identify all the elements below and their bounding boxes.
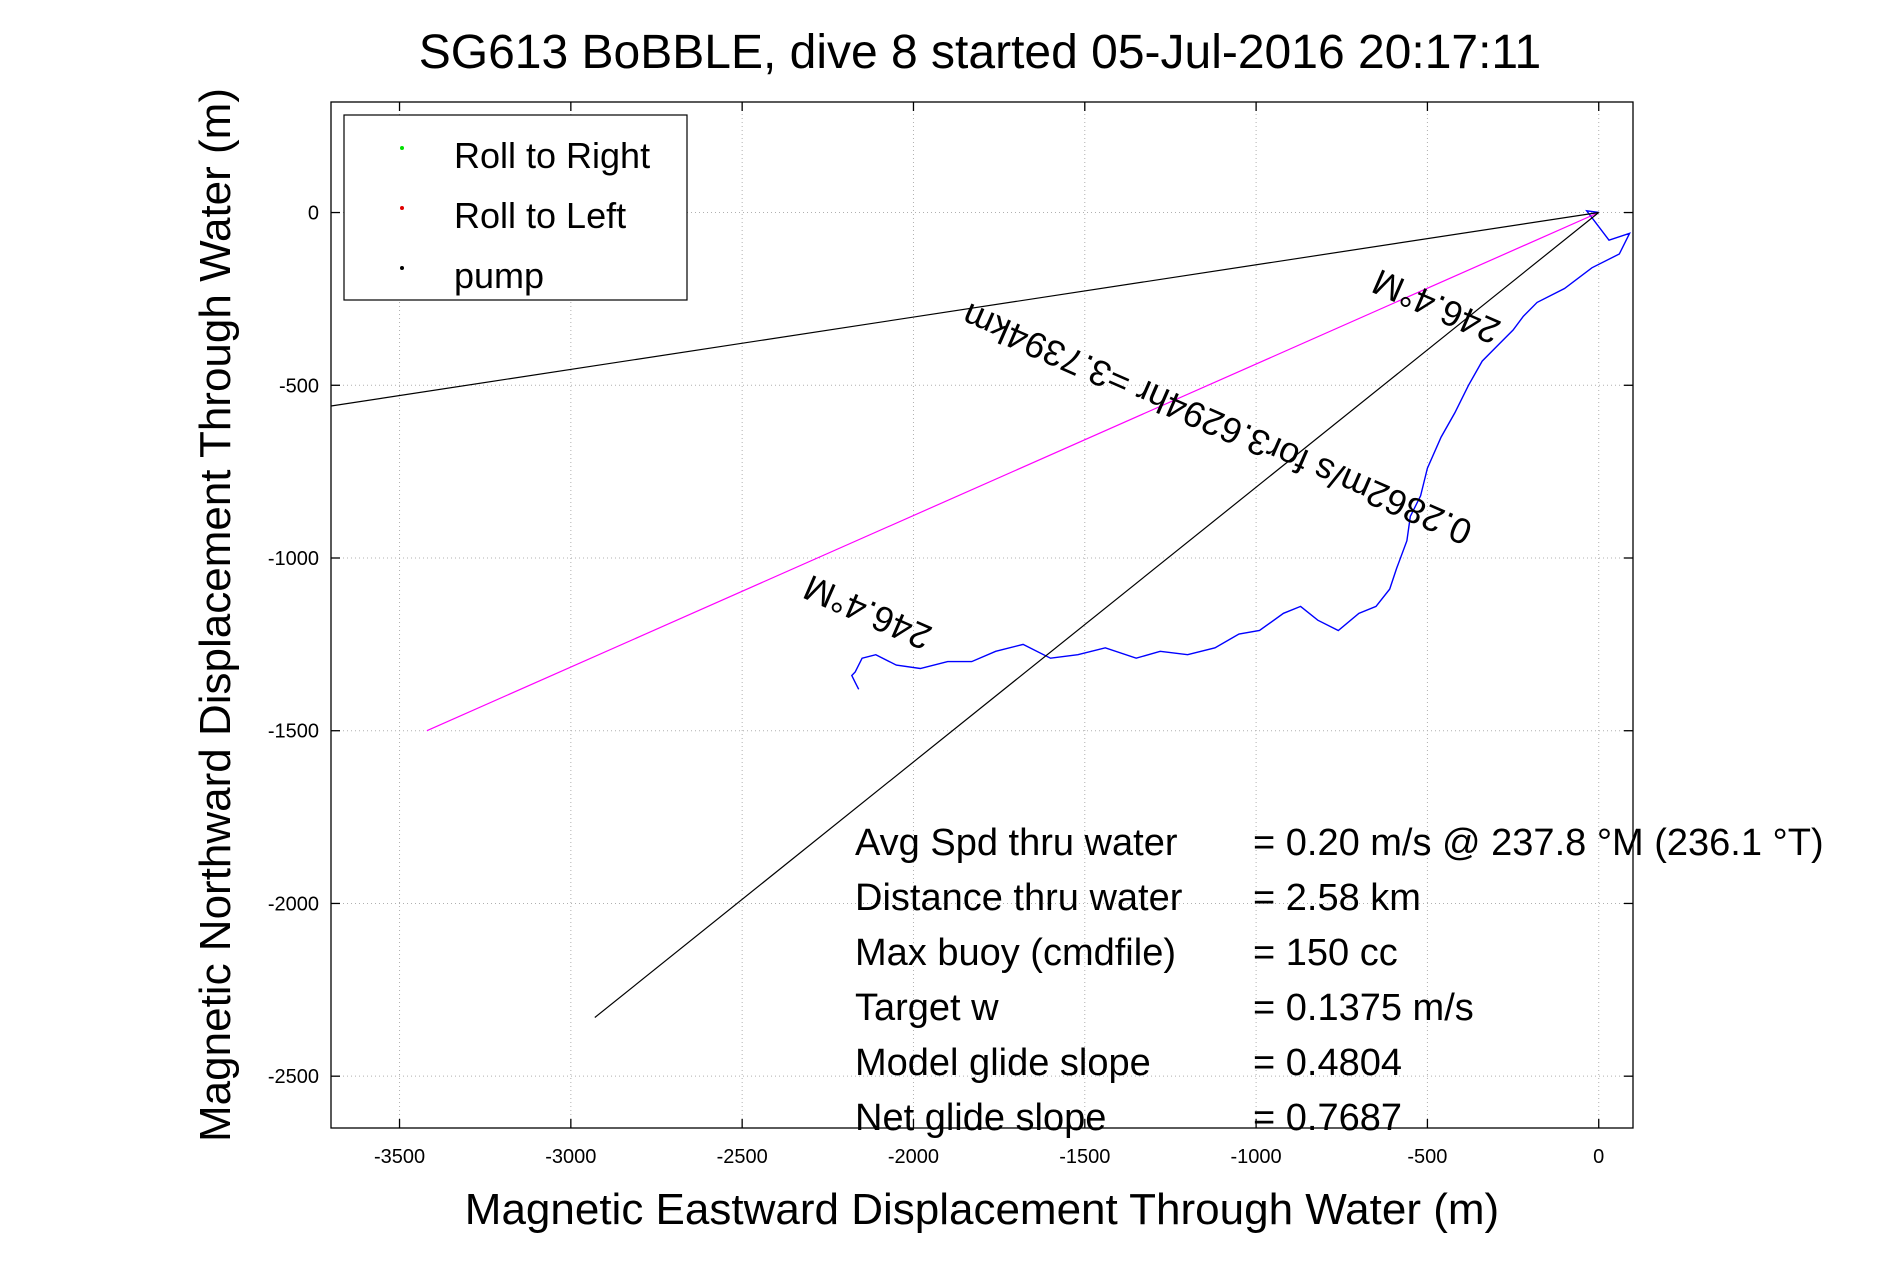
series-line <box>594 212 1600 1018</box>
stat-value: = 0.4804 <box>1253 1042 1402 1084</box>
heading-annotation: 246.4°M <box>798 567 938 658</box>
stat-value: = 2.58 km <box>1253 877 1421 919</box>
grid <box>331 102 1633 1128</box>
stat-label: Avg Spd thru water <box>855 822 1178 864</box>
stat-label: Net glide slope <box>855 1097 1106 1139</box>
y-axis-label: Magnetic Northward Displacement Through … <box>191 88 240 1142</box>
stat-label: Max buoy (cmdfile) <box>855 932 1176 974</box>
dive-stats: Avg Spd thru water = 0.20 m/s @ 237.8 °M … <box>855 822 1824 1139</box>
chart-title: SG613 BoBBLE, dive 8 started 05-Jul-2016… <box>419 26 1542 79</box>
y-tick-label: -1000 <box>268 548 319 570</box>
series-line <box>331 211 1599 407</box>
plot-frame <box>330 101 1634 1129</box>
legend-entry-label: pump <box>454 255 544 296</box>
stat-label: Distance thru water <box>855 877 1183 919</box>
x-axis-label: Magnetic Eastward Displacement Through W… <box>465 1185 1499 1234</box>
stat-value: = 0.7687 <box>1253 1097 1402 1139</box>
stat-label: Target w <box>855 987 999 1029</box>
legend-entry-label: Roll to Right <box>454 135 650 176</box>
x-tick-label: -1000 <box>1231 1146 1282 1168</box>
y-tick-label: 0 <box>308 203 319 225</box>
x-tick-label: -3000 <box>545 1146 596 1168</box>
stat-value: = 150 cc <box>1253 932 1398 974</box>
series-group <box>331 209 1631 1018</box>
x-tick-label: -2500 <box>717 1146 768 1168</box>
y-tick-label: -500 <box>279 375 319 397</box>
y-tick-label: -2000 <box>268 893 319 915</box>
x-tick-label: -3500 <box>374 1146 425 1168</box>
x-tick-label: -2000 <box>888 1146 939 1168</box>
stat-label: Model glide slope <box>855 1042 1151 1084</box>
y-tick-label: -2500 <box>268 1066 319 1088</box>
legend-marker <box>400 146 404 150</box>
legend-entry-label: Roll to Left <box>454 195 626 236</box>
legend: Roll to Right Roll to Left pump <box>343 114 688 301</box>
axis-ticks: -3500 -3000 -2500 -2000 -1500 -1000 -500 0 0 -500… <box>268 102 1633 1168</box>
annotations: 246.4°M0.2862m/s for3.6294hr =3.7394km24… <box>798 261 1506 658</box>
legend-marker <box>400 266 404 270</box>
heading-annotation: 0.2862m/s for3.6294hr =3.7394km <box>956 295 1478 553</box>
series-line <box>850 209 1631 690</box>
legend-marker <box>400 206 404 210</box>
stat-value: = 0.20 m/s @ 237.8 °M (236.1 °T) <box>1253 822 1824 864</box>
stat-value: = 0.1375 m/s <box>1253 987 1474 1029</box>
series-line <box>426 211 1599 732</box>
x-tick-label: -1500 <box>1059 1146 1110 1168</box>
x-tick-label: -500 <box>1407 1146 1447 1168</box>
x-tick-label: 0 <box>1593 1146 1604 1168</box>
y-tick-label: -1500 <box>268 721 319 743</box>
heading-annotation: 246.4°M <box>1366 261 1506 352</box>
data-series <box>331 209 1631 1018</box>
